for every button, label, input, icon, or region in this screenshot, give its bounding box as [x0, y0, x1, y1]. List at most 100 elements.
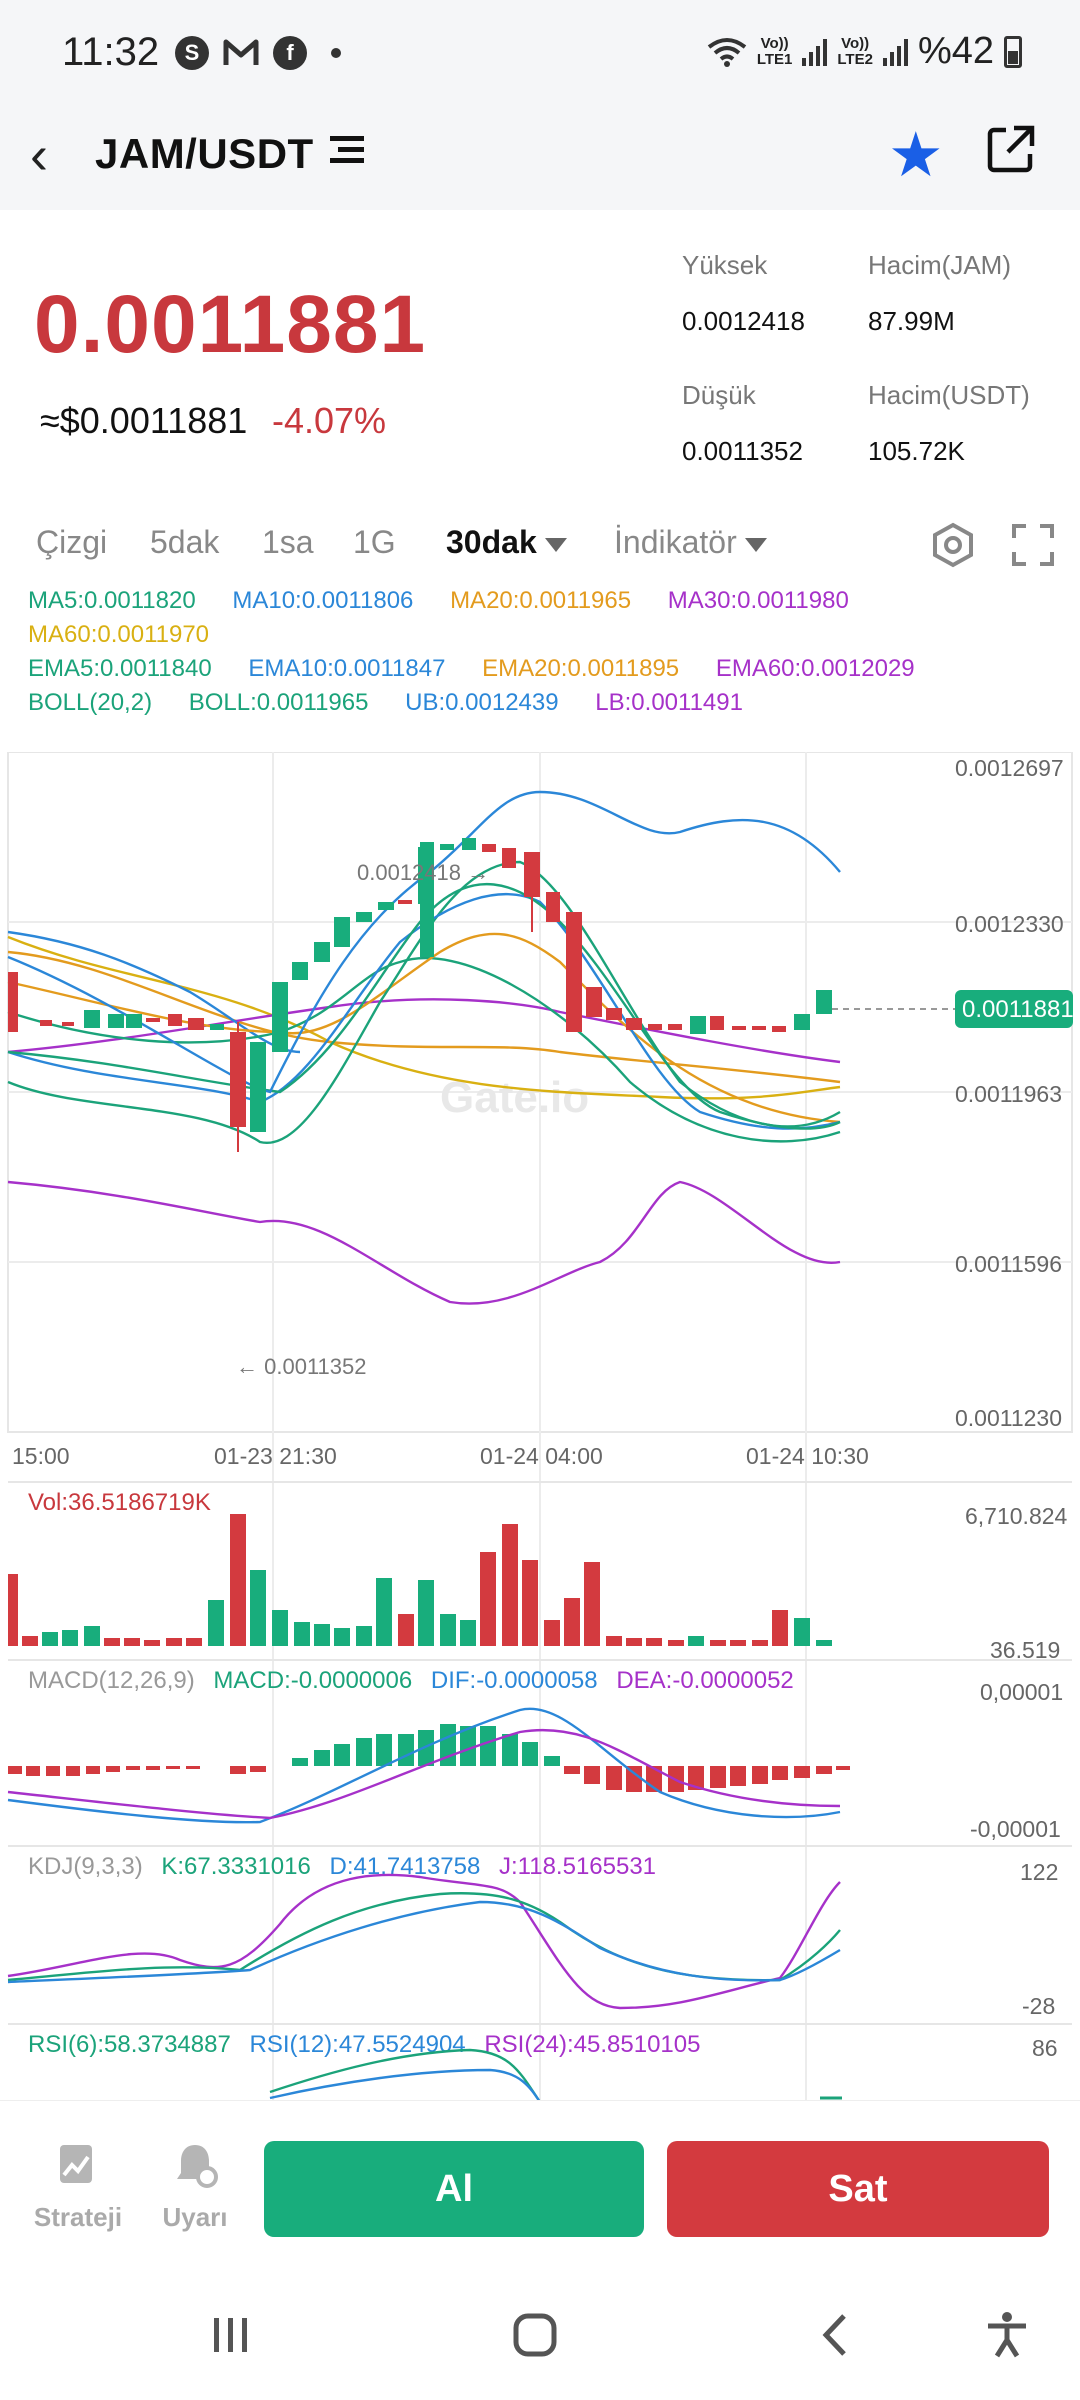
- tab-line[interactable]: Çizgi: [36, 524, 108, 560]
- recent-apps-icon[interactable]: [206, 2310, 256, 2360]
- mail-icon: [223, 39, 259, 65]
- j-value: J:118.5165531: [499, 1853, 656, 1880]
- volume-label: Vol:36.5186719K: [28, 1489, 211, 1516]
- wifi-icon: [707, 37, 747, 67]
- dif-value: DIF:-0.0000058: [431, 1667, 598, 1694]
- d-line: [7, 1900, 841, 1984]
- share-icon[interactable]: [986, 124, 1036, 174]
- k-value: K:67.3331016: [161, 1853, 310, 1880]
- favorite-star-icon[interactable]: ★: [888, 121, 944, 190]
- boll-mid-line: [7, 883, 841, 1130]
- lte2-label: Vo)) LTE2: [837, 34, 873, 68]
- home-icon[interactable]: [510, 2310, 560, 2360]
- chevron-down-icon: [744, 537, 767, 552]
- strategy-icon: [60, 2145, 92, 2183]
- x-tick-4: 01-24 10:30: [746, 1443, 869, 1469]
- tab-1d[interactable]: 1G: [353, 524, 396, 560]
- ema10-value: EMA10:0.0011847: [248, 655, 446, 682]
- accessibility-icon[interactable]: [982, 2310, 1032, 2360]
- vol-jam-label: Hacim(JAM): [868, 250, 1011, 280]
- dea-line: [7, 1728, 841, 1820]
- battery-icon: [1004, 35, 1022, 68]
- tab-indicator[interactable]: İndikatör: [614, 524, 767, 561]
- rsi24-value: RSI(24):45.8510105: [484, 2031, 700, 2058]
- back-arrow-icon[interactable]: ‹: [30, 125, 48, 185]
- pair-list-icon[interactable]: [330, 136, 364, 170]
- volume-min: 36.519: [990, 1637, 1060, 1663]
- boll-ub-value: UB:0.0012439: [405, 689, 559, 716]
- current-price-text: 0.0011881: [962, 996, 1074, 1023]
- vol-jam-value: 87.99M: [868, 306, 955, 336]
- ma20-value: MA20:0.0011965: [450, 587, 632, 614]
- tab-1h[interactable]: 1sa: [262, 524, 314, 560]
- k-line: [7, 1892, 841, 1982]
- ma60-line: [7, 935, 841, 1100]
- ma10-value: MA10:0.0011806: [232, 587, 414, 614]
- buy-button[interactable]: Al: [264, 2141, 644, 2237]
- app-header: ‹ JAM/USDT ★: [0, 100, 1080, 210]
- low-marker: ← 0.0011352: [236, 1354, 367, 1379]
- tab-5min[interactable]: 5dak: [150, 524, 220, 560]
- tab-30min[interactable]: 30dak: [446, 524, 567, 561]
- high-value: 0.0012418: [682, 306, 805, 336]
- candlestick-chart[interactable]: Gate.io 0.0012697 0.0012330 0.0011963 0.…: [0, 752, 1080, 2102]
- s-icon: S: [175, 36, 209, 70]
- signal-2-icon: [882, 38, 908, 66]
- alert-button[interactable]: Uyarı: [145, 2141, 245, 2233]
- alert-label: Uyarı: [162, 2202, 228, 2232]
- back-icon[interactable]: [812, 2310, 862, 2360]
- battery-percent: %42: [917, 30, 994, 72]
- rsi-legend: RSI(6):58.3734887 RSI(12):47.5524904 RSI…: [28, 2031, 700, 2058]
- volume-bars: [8, 1514, 832, 1646]
- ema10-line: [7, 930, 301, 1054]
- high-marker: 0.0012418 →: [357, 860, 489, 885]
- kdj-legend: KDJ(9,3,3) K:67.3331016 D:41.7413758 J:1…: [28, 1853, 656, 1880]
- ticker-panel: 0.0011881 ≈$0.0011881 -4.07% Yüksek 0.00…: [0, 210, 1080, 500]
- x-tick-2: 01-23 21:30: [214, 1443, 337, 1469]
- ma10-line: [7, 893, 841, 1130]
- boll-params: BOLL(20,2): [28, 689, 153, 716]
- lte1-label: Vo)) LTE1: [756, 34, 793, 68]
- grid-lines: [8, 752, 1072, 2102]
- macd-bottom: -0,00001: [970, 1816, 1061, 1842]
- alert-bell-icon: [177, 2145, 218, 2188]
- more-notifications-dot: [331, 48, 341, 58]
- macd-top: 0,00001: [980, 1679, 1063, 1705]
- ma20-line: [7, 950, 841, 1084]
- boll-ub-line: [7, 790, 841, 1094]
- macd-name: MACD(12,26,9): [28, 1667, 195, 1694]
- signal-1-icon: [802, 38, 828, 66]
- strategy-button[interactable]: Strateji: [28, 2141, 128, 2233]
- high-marker-value: 0.0012418: [357, 860, 461, 885]
- pair-title[interactable]: JAM/USDT: [95, 130, 314, 177]
- bottom-action-bar: Strateji Uyarı Al Sat: [0, 2100, 1080, 2270]
- ema20-value: EMA20:0.0011895: [482, 655, 680, 682]
- ma-legend-row2: MA60:0.0011970: [28, 621, 239, 649]
- interval-tabs: Çizgi 5dak 1sa 1G 30dak İndikatör: [0, 510, 1080, 580]
- macd-legend: MACD(12,26,9) MACD:-0.0000006 DIF:-0.000…: [28, 1667, 794, 1694]
- volume-max: 6,710.824: [965, 1503, 1068, 1529]
- status-right: Vo)) LTE1 Vo)) LTE2 %42: [707, 30, 1022, 73]
- ema5-line: [7, 956, 841, 1143]
- boll-mid-value: BOLL:0.0011965: [188, 689, 369, 716]
- strategy-label: Strateji: [33, 2202, 123, 2232]
- boll-lb-line: [7, 1180, 841, 1305]
- tab-indicator-label: İndikatör: [614, 524, 737, 560]
- fullscreen-icon[interactable]: [1010, 522, 1056, 568]
- chart-settings-icon[interactable]: [930, 522, 976, 568]
- vol-usdt-label: Hacim(USDT): [868, 380, 1030, 410]
- sell-button[interactable]: Sat: [667, 2141, 1049, 2237]
- x-tick-1: 15:00: [12, 1443, 70, 1469]
- ma30-line: [7, 998, 841, 1064]
- kdj-bottom: -28: [1022, 1993, 1055, 2019]
- ema60-value: EMA60:0.0012029: [715, 655, 915, 682]
- facebook-icon: f: [273, 36, 307, 70]
- macd-histogram: [8, 1724, 850, 1792]
- notification-icons: S f: [175, 36, 341, 70]
- ema20-line: [7, 932, 841, 1124]
- high-label: Yüksek: [682, 250, 768, 280]
- ma30-value: MA30:0.0011980: [667, 587, 849, 614]
- rsi6-line: [269, 2048, 541, 2102]
- ema5-value: EMA5:0.0011840: [28, 655, 212, 682]
- last-price: 0.0011881: [34, 279, 427, 370]
